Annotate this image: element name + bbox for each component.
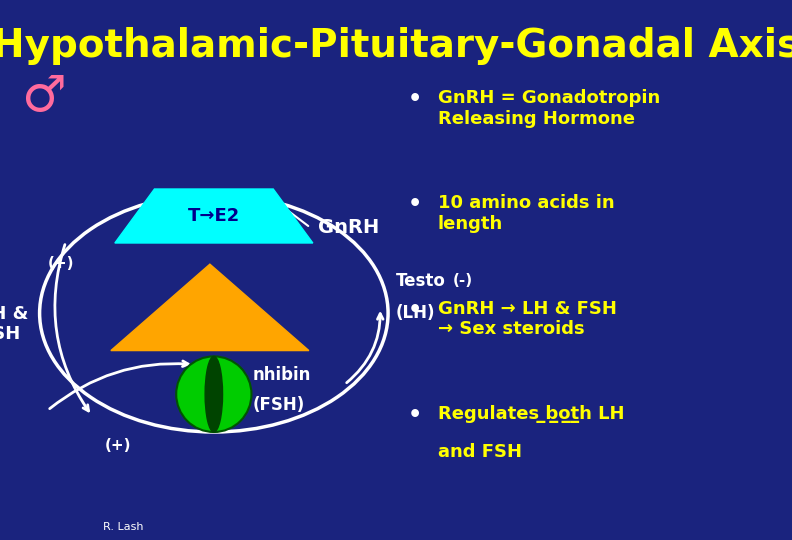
Polygon shape xyxy=(111,264,309,350)
Text: GnRH = Gonadotropin
Releasing Hormone: GnRH = Gonadotropin Releasing Hormone xyxy=(438,89,661,128)
Text: LH &
FSH: LH & FSH xyxy=(0,305,29,343)
Text: (+): (+) xyxy=(48,256,74,271)
Text: Testo: Testo xyxy=(396,272,446,290)
Text: GnRH: GnRH xyxy=(318,218,379,237)
Text: (FSH): (FSH) xyxy=(252,396,304,414)
Ellipse shape xyxy=(205,356,223,432)
Ellipse shape xyxy=(177,356,252,432)
Text: (+): (+) xyxy=(105,438,131,453)
Polygon shape xyxy=(115,189,313,243)
Text: (-): (-) xyxy=(453,273,473,288)
Text: Hypothalamic-Pituitary-Gonadal Axis: Hypothalamic-Pituitary-Gonadal Axis xyxy=(0,27,792,65)
Text: (LH): (LH) xyxy=(396,304,436,322)
Text: ♂: ♂ xyxy=(21,73,66,121)
Text: nhibin: nhibin xyxy=(252,366,310,384)
Text: 10 amino acids in
length: 10 amino acids in length xyxy=(438,194,615,233)
Text: R. Lash: R. Lash xyxy=(103,522,143,532)
Text: •: • xyxy=(408,300,422,320)
Text: •: • xyxy=(408,405,422,425)
Text: T→E2: T→E2 xyxy=(188,207,240,225)
Text: (-): (-) xyxy=(204,368,225,382)
Text: and FSH: and FSH xyxy=(438,443,522,461)
Text: Regulates ̲b̲o̲t̲h LH: Regulates ̲b̲o̲t̲h LH xyxy=(438,405,624,423)
Text: •: • xyxy=(408,89,422,109)
Text: •: • xyxy=(408,194,422,214)
Text: GnRH → LH & FSH
→ Sex steroids: GnRH → LH & FSH → Sex steroids xyxy=(438,300,617,339)
